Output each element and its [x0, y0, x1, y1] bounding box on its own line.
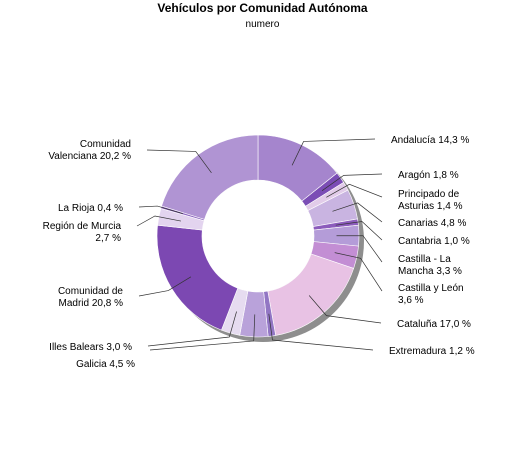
- chart-title: Vehículos por Comunidad Autónoma: [157, 1, 368, 15]
- leader-line: [268, 313, 374, 351]
- leader-line: [138, 205, 183, 214]
- slice-label: Andalucía 14,3 %: [391, 135, 469, 146]
- donut-hole: [202, 180, 314, 292]
- leader-line: [332, 202, 383, 223]
- leader-line: [138, 276, 192, 297]
- leader-line: [308, 295, 382, 324]
- leader-line: [321, 173, 383, 191]
- slice-label: Extremadura 1,2 %: [389, 346, 475, 357]
- leader-line: [147, 311, 237, 347]
- leader-line: [291, 138, 376, 166]
- slice-label: Principado de Asturias 1,4 %: [398, 189, 463, 212]
- slice-label: Comunidad Valenciana 20,2 %: [48, 139, 131, 162]
- leader-line: [326, 183, 383, 198]
- slice-label: Comunidad de Madrid 20,8 %: [58, 286, 123, 309]
- leader-line: [334, 252, 383, 292]
- leader-line: [336, 235, 383, 263]
- slice-label: Castilla - La Mancha 3,3 %: [398, 254, 462, 277]
- slice-label: Galicia 4,5 %: [76, 359, 135, 370]
- leader-line: [335, 221, 383, 241]
- slice-label: Illes Balears 3,0 %: [49, 342, 132, 353]
- slice-label: La Rioja 0,4 %: [58, 203, 123, 214]
- slice-label: Región de Murcia 2,7 %: [43, 221, 122, 244]
- slice-label: Canarias 4,8 %: [398, 218, 466, 229]
- leader-line: [136, 215, 182, 227]
- slice-label: Aragón 1,8 %: [398, 170, 459, 181]
- leader-line: [146, 149, 212, 173]
- leader-line: [149, 314, 256, 351]
- slice-label: Cataluña 17,0 %: [397, 319, 471, 330]
- slice-label: Cantabria 1,0 %: [398, 236, 470, 247]
- chart-subtitle: numero: [245, 19, 280, 30]
- slice-label: Castilla y León 3,6 %: [398, 283, 464, 306]
